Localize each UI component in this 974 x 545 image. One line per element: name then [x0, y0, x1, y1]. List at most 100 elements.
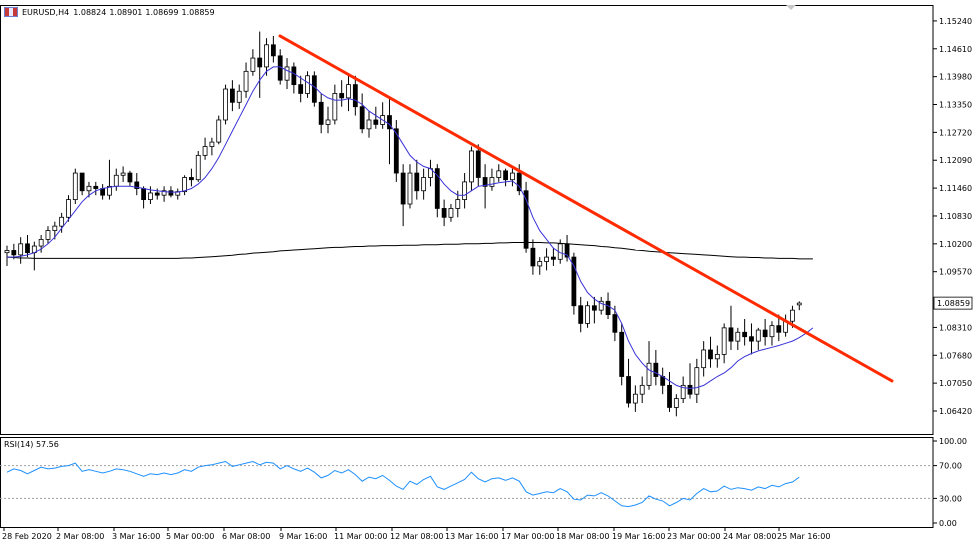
- candle: [18, 237, 24, 264]
- candle: [441, 199, 447, 227]
- candle: [598, 296, 604, 315]
- chart-frame: [0, 5, 934, 528]
- candle: [735, 327, 741, 350]
- rsi-label: RSI(14) 57.56: [4, 440, 59, 449]
- candle: [4, 245, 10, 266]
- candle-body-bear: [742, 331, 748, 338]
- candle: [421, 168, 427, 200]
- ma-fast-layer: [7, 66, 814, 389]
- candle: [796, 301, 802, 311]
- candle-body-bear: [667, 384, 672, 408]
- candle: [626, 358, 631, 408]
- candle-body-bull: [646, 362, 652, 386]
- time-tick-label: 11 Mar 00:00: [334, 532, 387, 541]
- candle-body-bull: [236, 90, 242, 103]
- candle: [93, 181, 99, 196]
- candle-body-bull: [469, 150, 474, 183]
- candle-body-bull: [107, 185, 112, 196]
- candle-body-bear: [100, 188, 106, 196]
- candle-body-bear: [708, 349, 713, 360]
- candle: [311, 71, 317, 107]
- candle: [469, 146, 474, 191]
- candle: [708, 336, 713, 368]
- candle-body-bear: [127, 172, 133, 183]
- candle: [332, 84, 338, 125]
- candle: [270, 35, 276, 63]
- trendline-layer[interactable]: [278, 34, 894, 383]
- candle-body-bear: [414, 172, 420, 192]
- candle: [257, 31, 263, 98]
- candle-body-bear: [530, 247, 536, 267]
- candle-body-bull: [45, 230, 51, 240]
- candle-body-bull: [120, 172, 126, 176]
- candle-body-bull: [4, 250, 10, 254]
- candle: [776, 314, 782, 342]
- candle-body-bull: [544, 256, 549, 262]
- candle: [72, 168, 78, 205]
- rsi-tick-label: 30.00: [939, 494, 962, 503]
- candle-body-bear: [352, 84, 358, 108]
- candle: [223, 84, 228, 125]
- time-tick-label: 19 Mar 16:00: [612, 532, 665, 541]
- shift-marker-icon: [786, 5, 796, 10]
- candle: [639, 376, 645, 404]
- time-tick-label: 9 Mar 16:00: [279, 532, 327, 541]
- candle: [250, 49, 256, 76]
- price-tick-label: 1.15240: [939, 17, 972, 26]
- candle: [298, 75, 304, 103]
- candle: [243, 62, 249, 98]
- candle-body-bull: [769, 325, 775, 338]
- candle: [564, 234, 570, 262]
- candle-body-bear: [612, 314, 618, 333]
- candle-body-bear: [79, 172, 85, 192]
- candle-body-bear: [516, 172, 522, 192]
- candle-body-bear: [619, 331, 625, 377]
- candle: [749, 323, 754, 355]
- candle: [714, 345, 720, 368]
- candle-body-bear: [339, 93, 345, 99]
- candle-body-bear: [776, 325, 782, 333]
- candle: [366, 111, 372, 138]
- candle: [236, 84, 242, 109]
- candle: [407, 164, 413, 209]
- candle: [45, 226, 51, 244]
- candle-body-bear: [229, 88, 235, 103]
- candle: [38, 234, 44, 253]
- candle-body-bull: [598, 300, 604, 311]
- time-axis: 28 Feb 2020 2 Mar 08:00 3 Mar 16:00 5 Mar 0…: [2, 527, 830, 541]
- candle: [475, 144, 481, 187]
- candle-body-bull: [72, 172, 78, 200]
- symbol-label: EURUSD,H4: [22, 7, 70, 17]
- candle-body-bear: [189, 177, 194, 181]
- candle: [462, 173, 468, 209]
- time-tick-label: 2 Mar 08:00: [56, 532, 104, 541]
- candle: [100, 184, 106, 200]
- low-value: 1.08699: [145, 7, 179, 17]
- time-tick-label: 25 Mar 16:00: [777, 532, 830, 541]
- candle: [202, 137, 208, 160]
- candle-body-bull: [455, 199, 461, 209]
- candle: [428, 159, 433, 187]
- candle: [434, 164, 440, 218]
- candle-body-bull: [332, 93, 338, 121]
- candle: [530, 239, 536, 275]
- candle-body-bull: [264, 44, 269, 68]
- candle-body-bull: [462, 181, 468, 200]
- candle-body-bull: [496, 170, 502, 178]
- candle: [612, 305, 618, 342]
- candle: [632, 385, 638, 412]
- candle-body-bear: [591, 305, 597, 311]
- candle: [551, 248, 556, 266]
- candle-body-bull: [148, 192, 153, 200]
- candle: [667, 372, 672, 412]
- candle: [216, 115, 222, 145]
- open-value: 1.08824: [73, 7, 107, 17]
- candle-body-bear: [503, 170, 508, 181]
- candle: [31, 241, 37, 271]
- trendline[interactable]: [278, 34, 894, 383]
- candle-body-bull: [243, 70, 249, 92]
- candle: [359, 93, 365, 134]
- symbol-icon: [4, 7, 18, 17]
- candle: [339, 80, 345, 107]
